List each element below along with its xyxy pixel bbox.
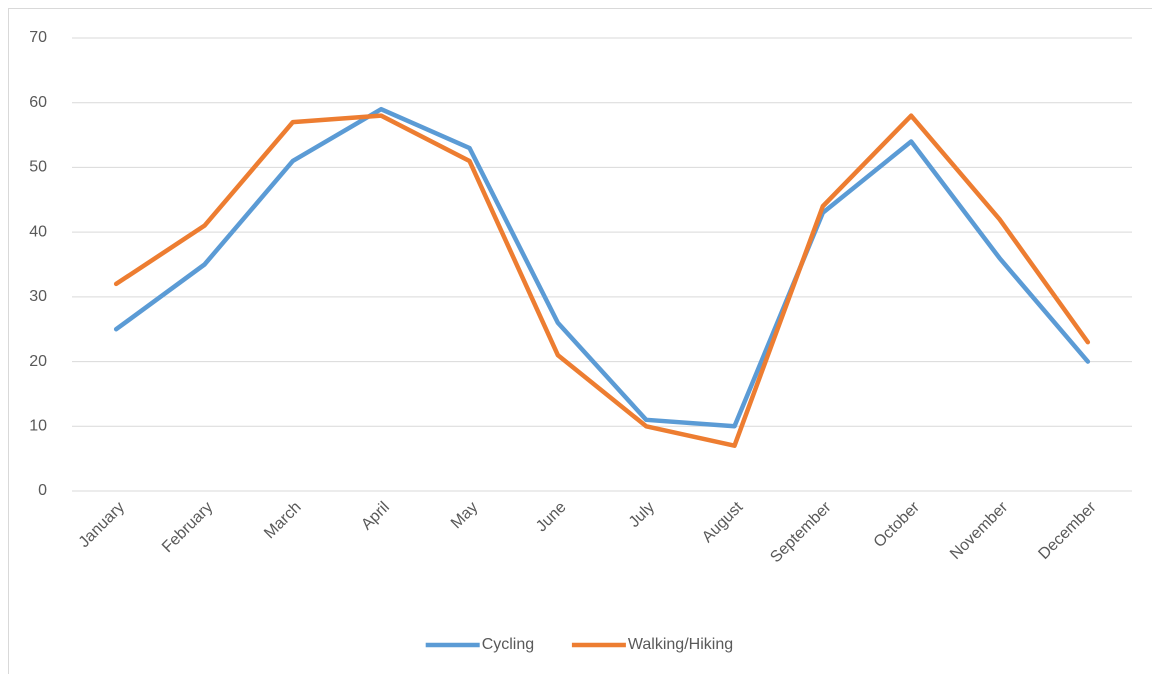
- series-line: [113, 106, 1091, 429]
- chart-frame: [8, 8, 1152, 674]
- y-tick-label: 10: [29, 418, 47, 435]
- y-tick-label: 50: [29, 159, 47, 176]
- x-tick-label: January: [76, 499, 128, 551]
- x-tick-label: July: [626, 499, 658, 531]
- legend-label: Cycling: [482, 636, 534, 653]
- legend-label: Walking/Hiking: [628, 636, 733, 653]
- x-tick-label: August: [699, 498, 747, 546]
- x-tick-label: June: [533, 499, 570, 536]
- series-line: [113, 113, 1091, 448]
- x-tick-label: April: [358, 499, 393, 534]
- x-tick-label: December: [1035, 498, 1100, 563]
- x-tick-label: November: [947, 498, 1012, 563]
- x-tick-label: October: [871, 498, 924, 551]
- y-tick-label: 0: [38, 482, 47, 499]
- x-tick-label: February: [159, 499, 216, 556]
- x-tick-label: September: [767, 498, 835, 566]
- y-tick-label: 70: [29, 29, 47, 46]
- x-tick-label: May: [448, 499, 481, 532]
- y-tick-label: 60: [29, 94, 47, 111]
- y-tick-label: 40: [29, 223, 47, 240]
- x-tick-label: March: [261, 499, 304, 542]
- y-tick-label: 30: [29, 288, 47, 305]
- y-tick-label: 20: [29, 353, 47, 370]
